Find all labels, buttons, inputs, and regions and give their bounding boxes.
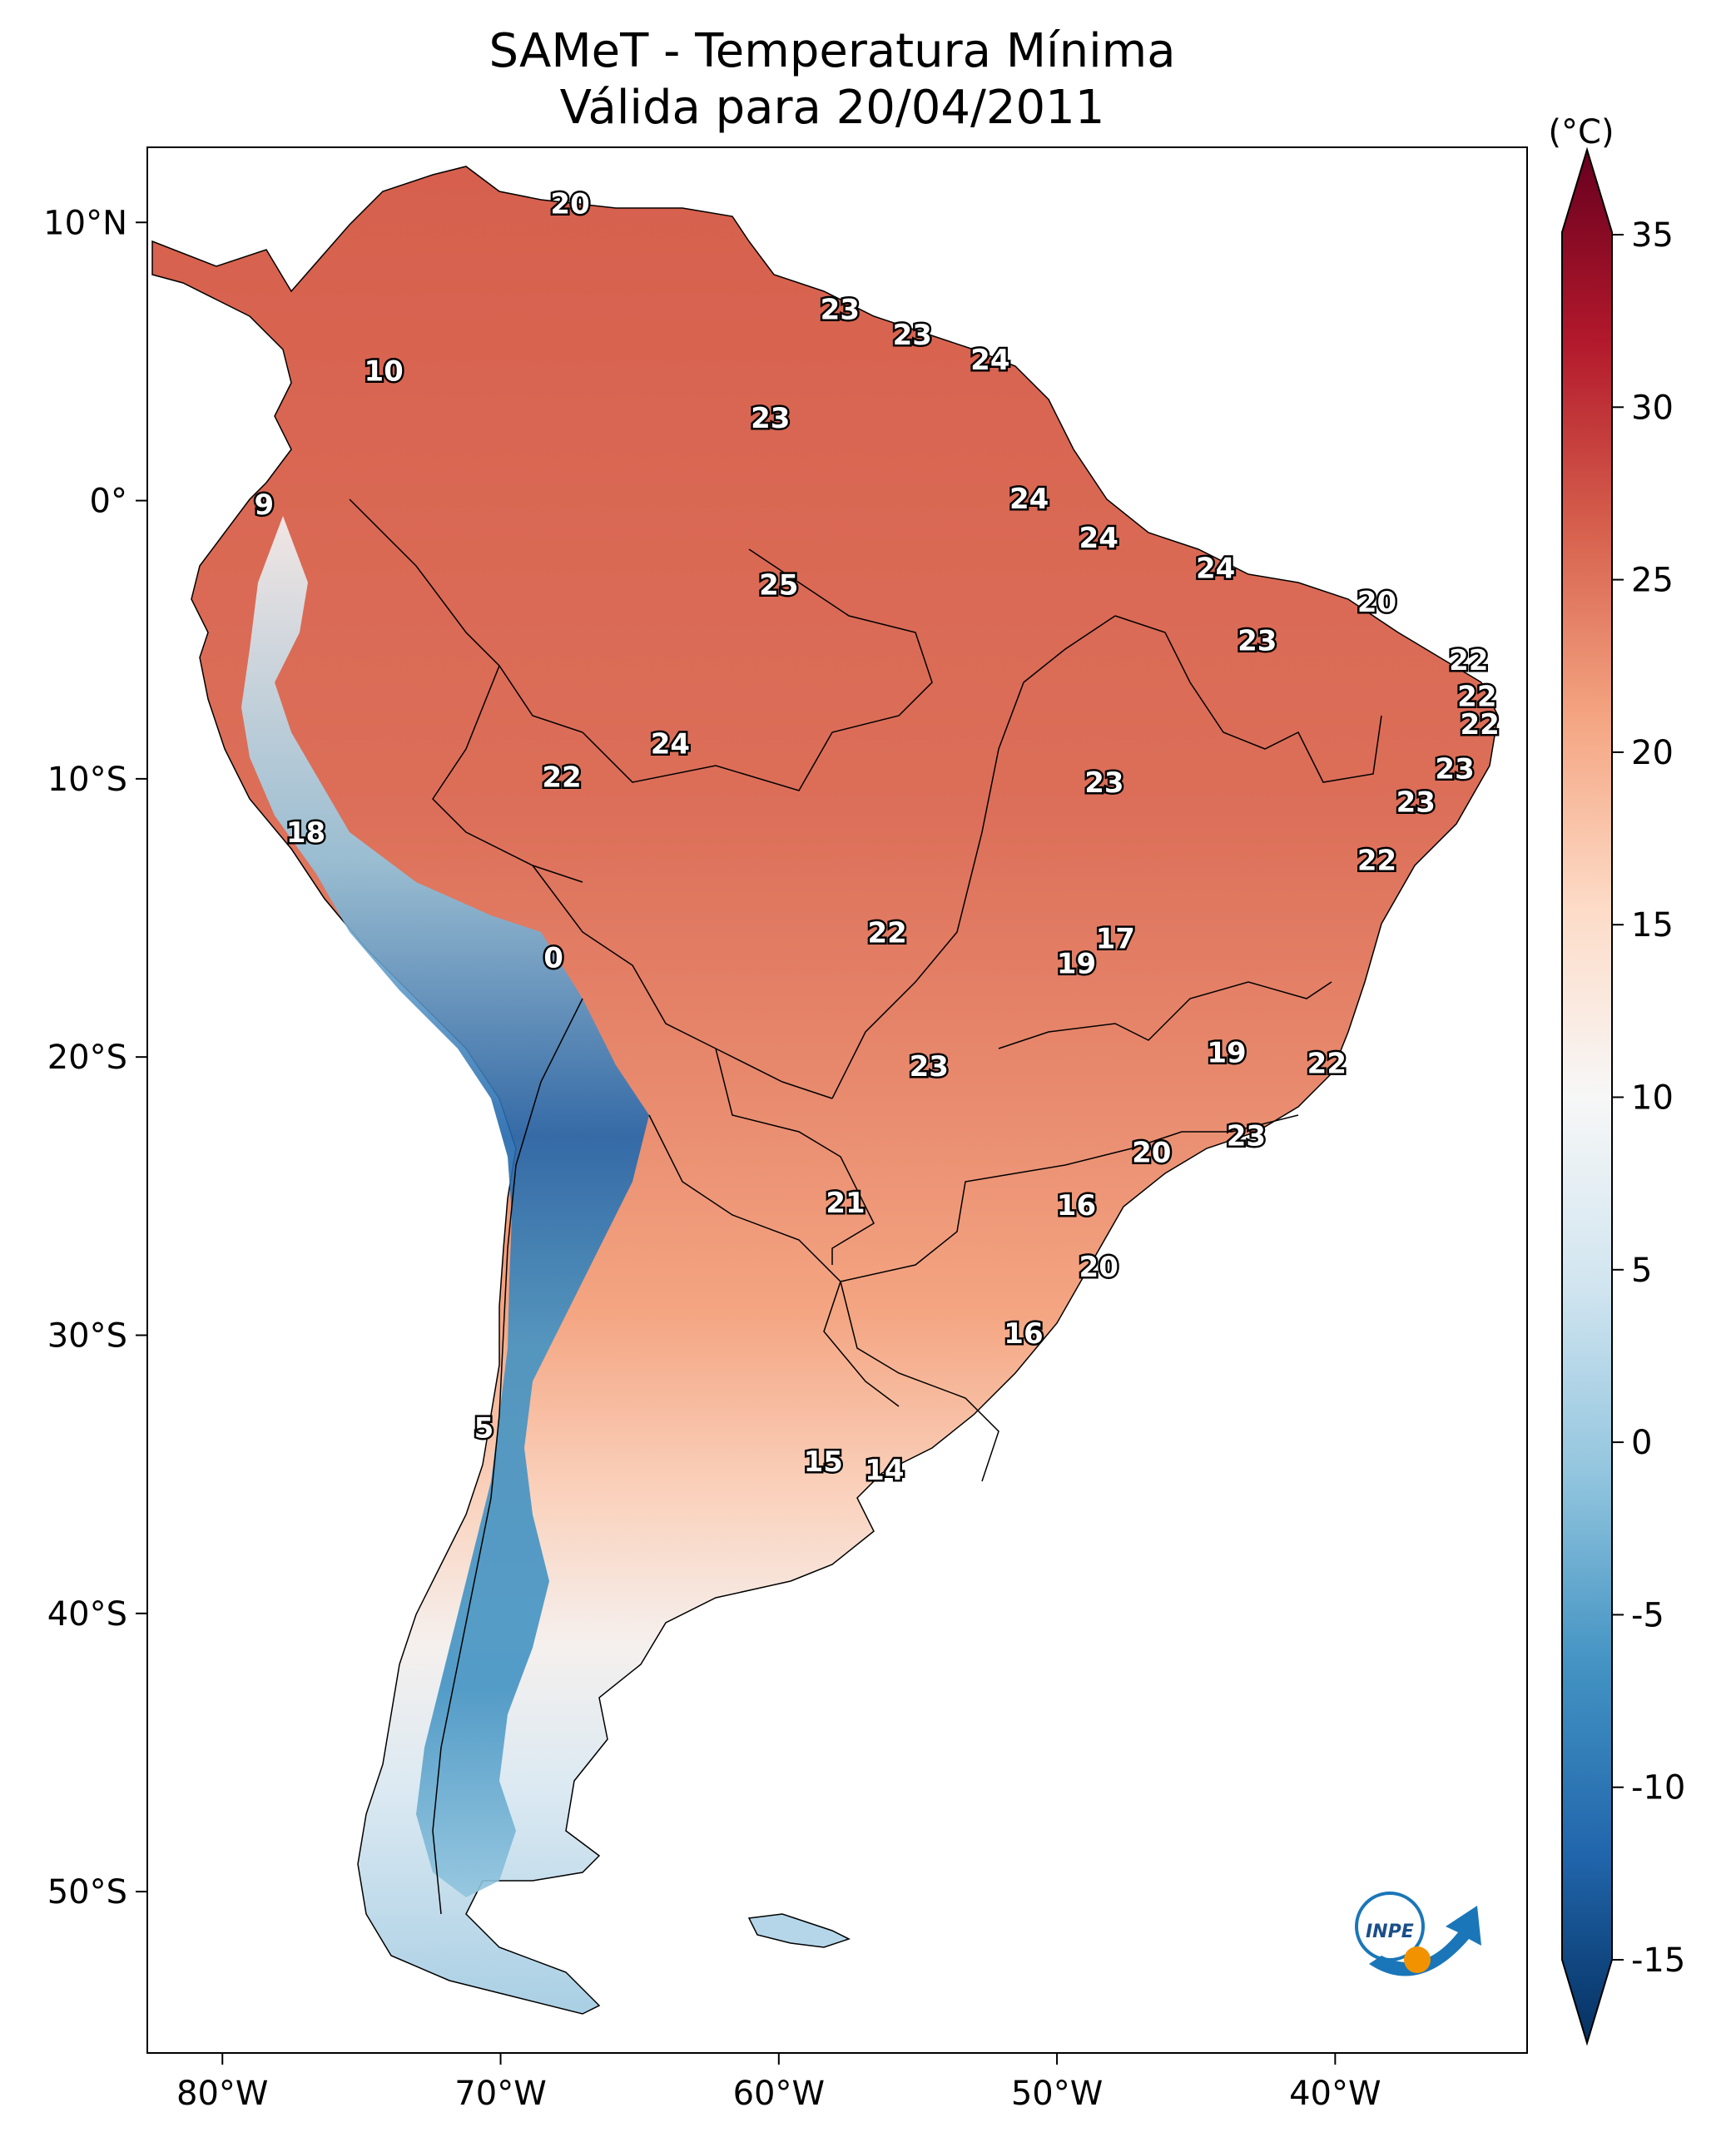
station-temperature-label: 5	[474, 1412, 494, 1445]
lat-axis: 10°N 0° 10°S 20°S 30°S 40°S 50°S	[43, 204, 147, 1912]
station-temperature-label: 23	[821, 294, 860, 327]
station-temperature-label: 17	[1096, 922, 1135, 955]
station-temperature-label: 24	[1196, 553, 1235, 586]
title-line-1: SAMeT - Temperatura Mínima	[489, 24, 1176, 78]
lat-tick-label: 20°S	[47, 1039, 127, 1077]
lat-tick-label: 0°	[90, 483, 127, 521]
lat-tick-label: 50°S	[47, 1873, 127, 1912]
colorbar: (°C) 35 30 25 20 15 10 5 0 -5 -10 -15	[1548, 113, 1685, 2046]
colorbar-tick-label: 35	[1631, 216, 1674, 255]
lat-tick-label: 30°S	[47, 1316, 127, 1355]
colorbar-tick-label: 25	[1631, 562, 1674, 600]
logo-text: INPE	[1366, 1921, 1414, 1942]
lon-tick-label: 80°W	[176, 2075, 268, 2113]
colorbar-tick-label: 0	[1631, 1424, 1652, 1462]
map-panel	[147, 147, 1527, 2053]
station-temperature-label: 22	[1461, 708, 1500, 741]
lat-tick-label: 10°N	[43, 204, 127, 242]
lon-tick-label: 50°W	[1011, 2075, 1103, 2113]
station-temperature-label: 19	[1057, 947, 1096, 980]
lat-tick-label: 10°S	[47, 761, 127, 799]
lon-tick-label: 70°W	[454, 2075, 546, 2113]
lon-tick-label: 60°W	[733, 2075, 825, 2113]
station-temperature-label: 23	[1396, 786, 1436, 819]
station-temperature-label: 15	[804, 1445, 843, 1479]
colorbar-tick-label: 5	[1631, 1252, 1652, 1290]
station-temperature-label: 23	[910, 1050, 949, 1083]
station-temperature-label: 9	[255, 488, 275, 522]
colorbar-unit: (°C)	[1548, 113, 1614, 151]
station-temperature-label: 0	[543, 942, 563, 975]
map-frame	[146, 146, 1528, 2054]
station-temperature-label: 22	[1357, 845, 1396, 878]
andes-cold-band	[241, 516, 649, 1897]
country-borders	[349, 498, 1382, 1915]
colorbar-tick-label: -10	[1631, 1769, 1685, 1807]
station-temperature-label: 20	[1079, 1251, 1118, 1284]
station-temperature-label: 24	[651, 727, 690, 761]
station-temperature-label: 23	[1238, 625, 1277, 658]
station-temperature-label: 20	[550, 188, 589, 221]
station-temperature-label: 14	[865, 1454, 904, 1487]
inpe-logo: INPE	[1355, 1892, 1481, 1976]
station-temperature-label: 22	[1457, 680, 1496, 713]
colorbar-tick-label: 20	[1631, 734, 1674, 772]
station-temperature-label: 25	[759, 569, 798, 602]
station-temperature-label: 24	[1009, 483, 1049, 516]
station-temperature-label: 24	[1079, 522, 1118, 555]
lat-tick-label: 40°S	[47, 1595, 127, 1634]
station-temperature-label: 22	[1307, 1048, 1347, 1081]
station-temperature-label: 23	[1084, 766, 1123, 800]
falkland-islands	[747, 1913, 851, 1948]
station-temperature-label: 18	[286, 816, 325, 850]
logo-dot	[1404, 1946, 1431, 1973]
station-temperature-label: 22	[1449, 644, 1488, 677]
station-temperature-label: 23	[893, 319, 932, 352]
logo-swoosh	[1369, 1906, 1481, 1976]
colorbar-tick-label: 15	[1631, 906, 1674, 945]
station-temperature-label: 16	[1004, 1317, 1043, 1351]
station-temperature-label: 10	[364, 355, 403, 388]
colorbar-bar	[1561, 146, 1613, 2046]
station-temperature-label: 16	[1057, 1189, 1096, 1222]
station-temperature-label: 22	[542, 761, 581, 794]
station-temperature-label: 23	[1435, 752, 1474, 786]
station-temperature-label: 20	[1357, 586, 1396, 619]
lon-axis: 80°W 70°W 60°W 50°W 40°W	[176, 2053, 1381, 2113]
colorbar-tick-label: -5	[1631, 1596, 1664, 1634]
station-temperature-label: 23	[1227, 1120, 1266, 1153]
station-temperature-label: 24	[970, 344, 1009, 377]
station-temperature-label: 21	[826, 1187, 865, 1220]
station-temperature-label: 22	[868, 917, 907, 950]
colorbar-tick-label: 10	[1631, 1079, 1674, 1118]
colorbar-tick-label: 30	[1631, 389, 1674, 427]
title-line-2: Válida para 20/04/2011	[559, 81, 1105, 135]
station-temperature-label: 20	[1132, 1137, 1171, 1170]
station-temperature-label: 23	[751, 402, 790, 435]
lon-tick-label: 40°W	[1289, 2075, 1381, 2113]
colorbar-tick-label: -15	[1631, 1941, 1685, 1980]
station-temperature-label: 19	[1207, 1036, 1246, 1069]
map-title: SAMeT - Temperatura Mínima Válida para 2…	[0, 23, 1664, 136]
